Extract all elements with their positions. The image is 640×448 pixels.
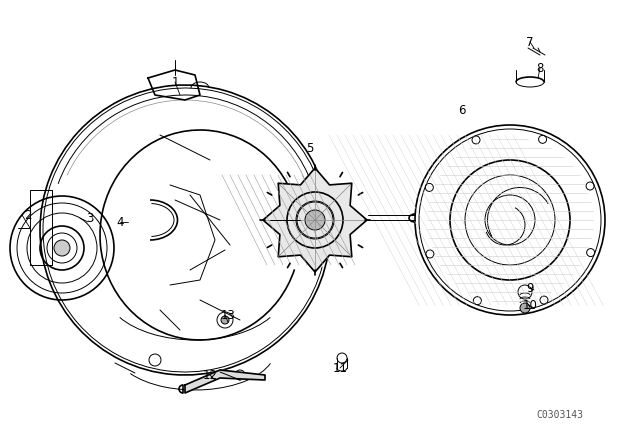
Polygon shape [263, 168, 367, 272]
Text: 4: 4 [116, 215, 124, 228]
Text: 7: 7 [526, 35, 534, 48]
Text: 9: 9 [526, 281, 534, 294]
Text: 6: 6 [458, 103, 466, 116]
Text: 3: 3 [86, 211, 93, 224]
Text: 5: 5 [307, 142, 314, 155]
Polygon shape [185, 370, 265, 393]
Text: 12: 12 [202, 369, 218, 382]
Text: C0303143: C0303143 [536, 410, 584, 420]
Text: 10: 10 [523, 298, 538, 311]
Text: 11: 11 [333, 362, 348, 375]
Circle shape [305, 210, 325, 230]
Text: 1: 1 [172, 76, 179, 89]
Circle shape [520, 303, 530, 313]
Circle shape [221, 316, 229, 324]
Text: 2: 2 [24, 208, 32, 221]
Text: 8: 8 [536, 61, 544, 74]
Text: 13: 13 [221, 309, 236, 322]
Circle shape [54, 240, 70, 256]
